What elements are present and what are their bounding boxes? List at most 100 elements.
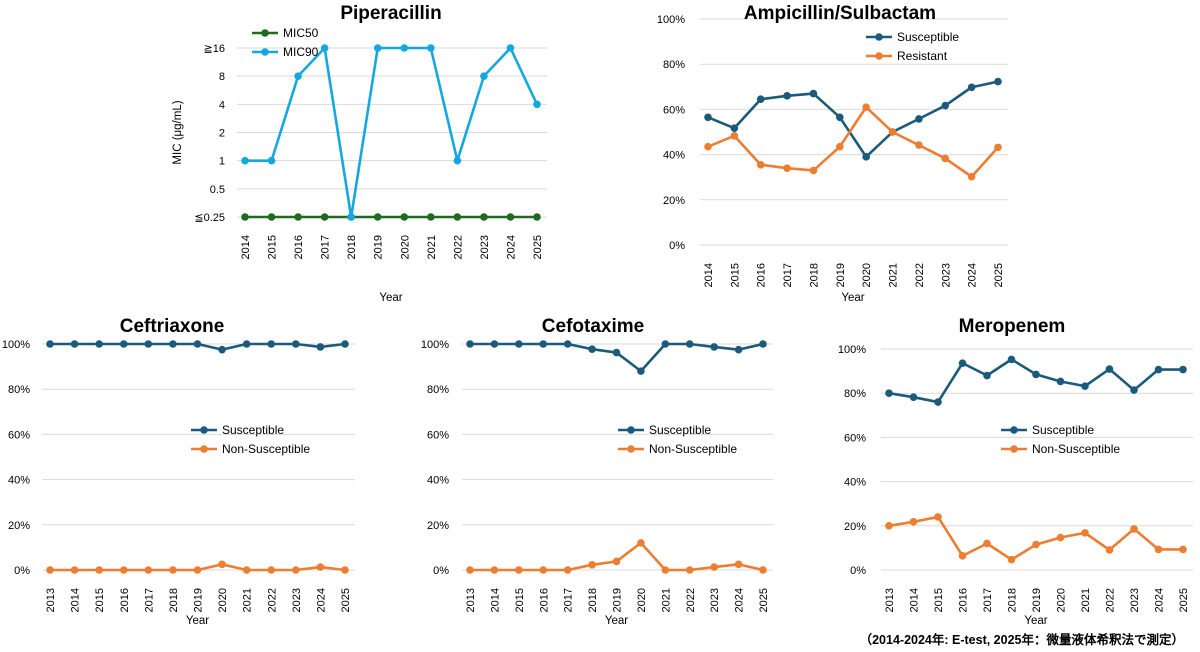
data-point (144, 566, 153, 574)
data-point (193, 340, 202, 348)
data-point (294, 72, 302, 80)
x-tick-label: 2021 (242, 588, 254, 612)
x-tick-label: 2023 (940, 263, 952, 287)
y-tick-label: 20% (663, 195, 685, 207)
data-point (734, 560, 743, 569)
data-point (809, 166, 818, 175)
data-point (218, 345, 226, 354)
y-tick-label: 4 (219, 99, 225, 111)
data-point (316, 563, 325, 571)
data-point (70, 340, 79, 348)
data-point (1130, 386, 1138, 394)
y-tick-label: 100% (657, 14, 685, 26)
x-tick-label: 2018 (1007, 588, 1019, 612)
data-point (1105, 546, 1114, 554)
x-tick-label: 2020 (399, 235, 411, 259)
data-point (661, 340, 670, 348)
legend-entry: Resistant (866, 49, 948, 63)
x-tick-label: 2024 (734, 588, 746, 612)
y-tick-label: 80% (427, 384, 449, 396)
legend-swatch-marker (627, 445, 635, 453)
data-point (934, 398, 942, 406)
data-point (637, 539, 645, 547)
legend-swatch-marker (875, 33, 883, 41)
y-tick-label: 0% (433, 565, 449, 577)
series-line (245, 46, 539, 219)
x-tick-label: 2025 (340, 588, 352, 612)
x-tick-label: 2023 (709, 588, 721, 612)
legend-entry: Susceptible (1001, 423, 1094, 437)
data-point (967, 172, 976, 181)
data-point (320, 44, 329, 52)
x-tick-label: 2024 (967, 263, 979, 287)
x-tick-label: 2018 (587, 588, 599, 612)
y-tick-label: 100% (2, 339, 30, 351)
data-point (373, 44, 382, 52)
data-point (710, 563, 718, 571)
data-point (637, 367, 645, 375)
y-tick-label: 80% (663, 59, 685, 71)
legend-swatch-marker (1010, 445, 1018, 453)
x-tick-label: 2025 (1178, 588, 1190, 612)
data-point (169, 340, 177, 348)
y-tick-label: 0% (669, 240, 685, 252)
data-point (704, 142, 712, 151)
x-tick-label: 2017 (563, 588, 575, 612)
data-point (506, 213, 515, 221)
data-point (885, 522, 893, 530)
data-point (588, 345, 596, 353)
legend-swatch-marker (627, 426, 635, 434)
x-axis-label: Year (186, 615, 209, 627)
x-tick-label: 2019 (612, 588, 624, 612)
x-tick-label: 2021 (660, 588, 672, 612)
x-tick-label: 2023 (1129, 588, 1141, 612)
x-tick-label: 2015 (94, 588, 106, 612)
data-point (783, 92, 791, 100)
legend-swatch-marker (200, 426, 208, 434)
x-axis-label: Year (841, 292, 864, 304)
y-tick-label: 80% (844, 388, 866, 400)
series-line (888, 515, 1183, 561)
data-point (119, 566, 128, 574)
y-tick-label: 60% (427, 429, 449, 441)
legend-swatch-marker (261, 29, 269, 37)
series-resistant (704, 103, 1002, 181)
data-point (1081, 382, 1089, 390)
data-point (836, 113, 844, 122)
data-point (1056, 533, 1065, 542)
legend-label: Susceptible (1032, 423, 1094, 437)
series-susceptible (46, 340, 349, 354)
data-point (612, 557, 621, 566)
legend-label: Susceptible (649, 423, 711, 437)
data-point (915, 115, 923, 123)
x-tick-label: 2019 (835, 263, 847, 287)
data-point (341, 340, 349, 348)
data-point (994, 77, 1002, 86)
legend-swatch-marker (1010, 426, 1018, 434)
x-tick-label: 2016 (119, 588, 131, 612)
x-tick-label: 2024 (315, 588, 327, 612)
data-point (292, 566, 300, 574)
x-tick-label: 2015 (933, 588, 945, 612)
series-line (707, 80, 999, 159)
data-point (95, 340, 103, 348)
data-point (685, 340, 694, 348)
data-point (983, 539, 991, 548)
legend-entry: Susceptible (618, 423, 711, 437)
y-tick-label: 40% (844, 477, 866, 489)
data-point (862, 103, 870, 111)
data-point (400, 44, 409, 52)
data-point (533, 213, 541, 221)
data-point (704, 113, 712, 122)
y-tick-label: 100% (421, 339, 449, 351)
data-point (563, 340, 572, 348)
legend-label: Susceptible (897, 30, 959, 44)
x-tick-label: 2014 (489, 588, 501, 612)
data-point (490, 340, 499, 348)
x-tick-label: 2013 (465, 588, 477, 612)
data-point (1105, 365, 1114, 373)
data-point (427, 44, 435, 52)
legend-label: Resistant (897, 49, 948, 63)
data-point (169, 566, 177, 574)
